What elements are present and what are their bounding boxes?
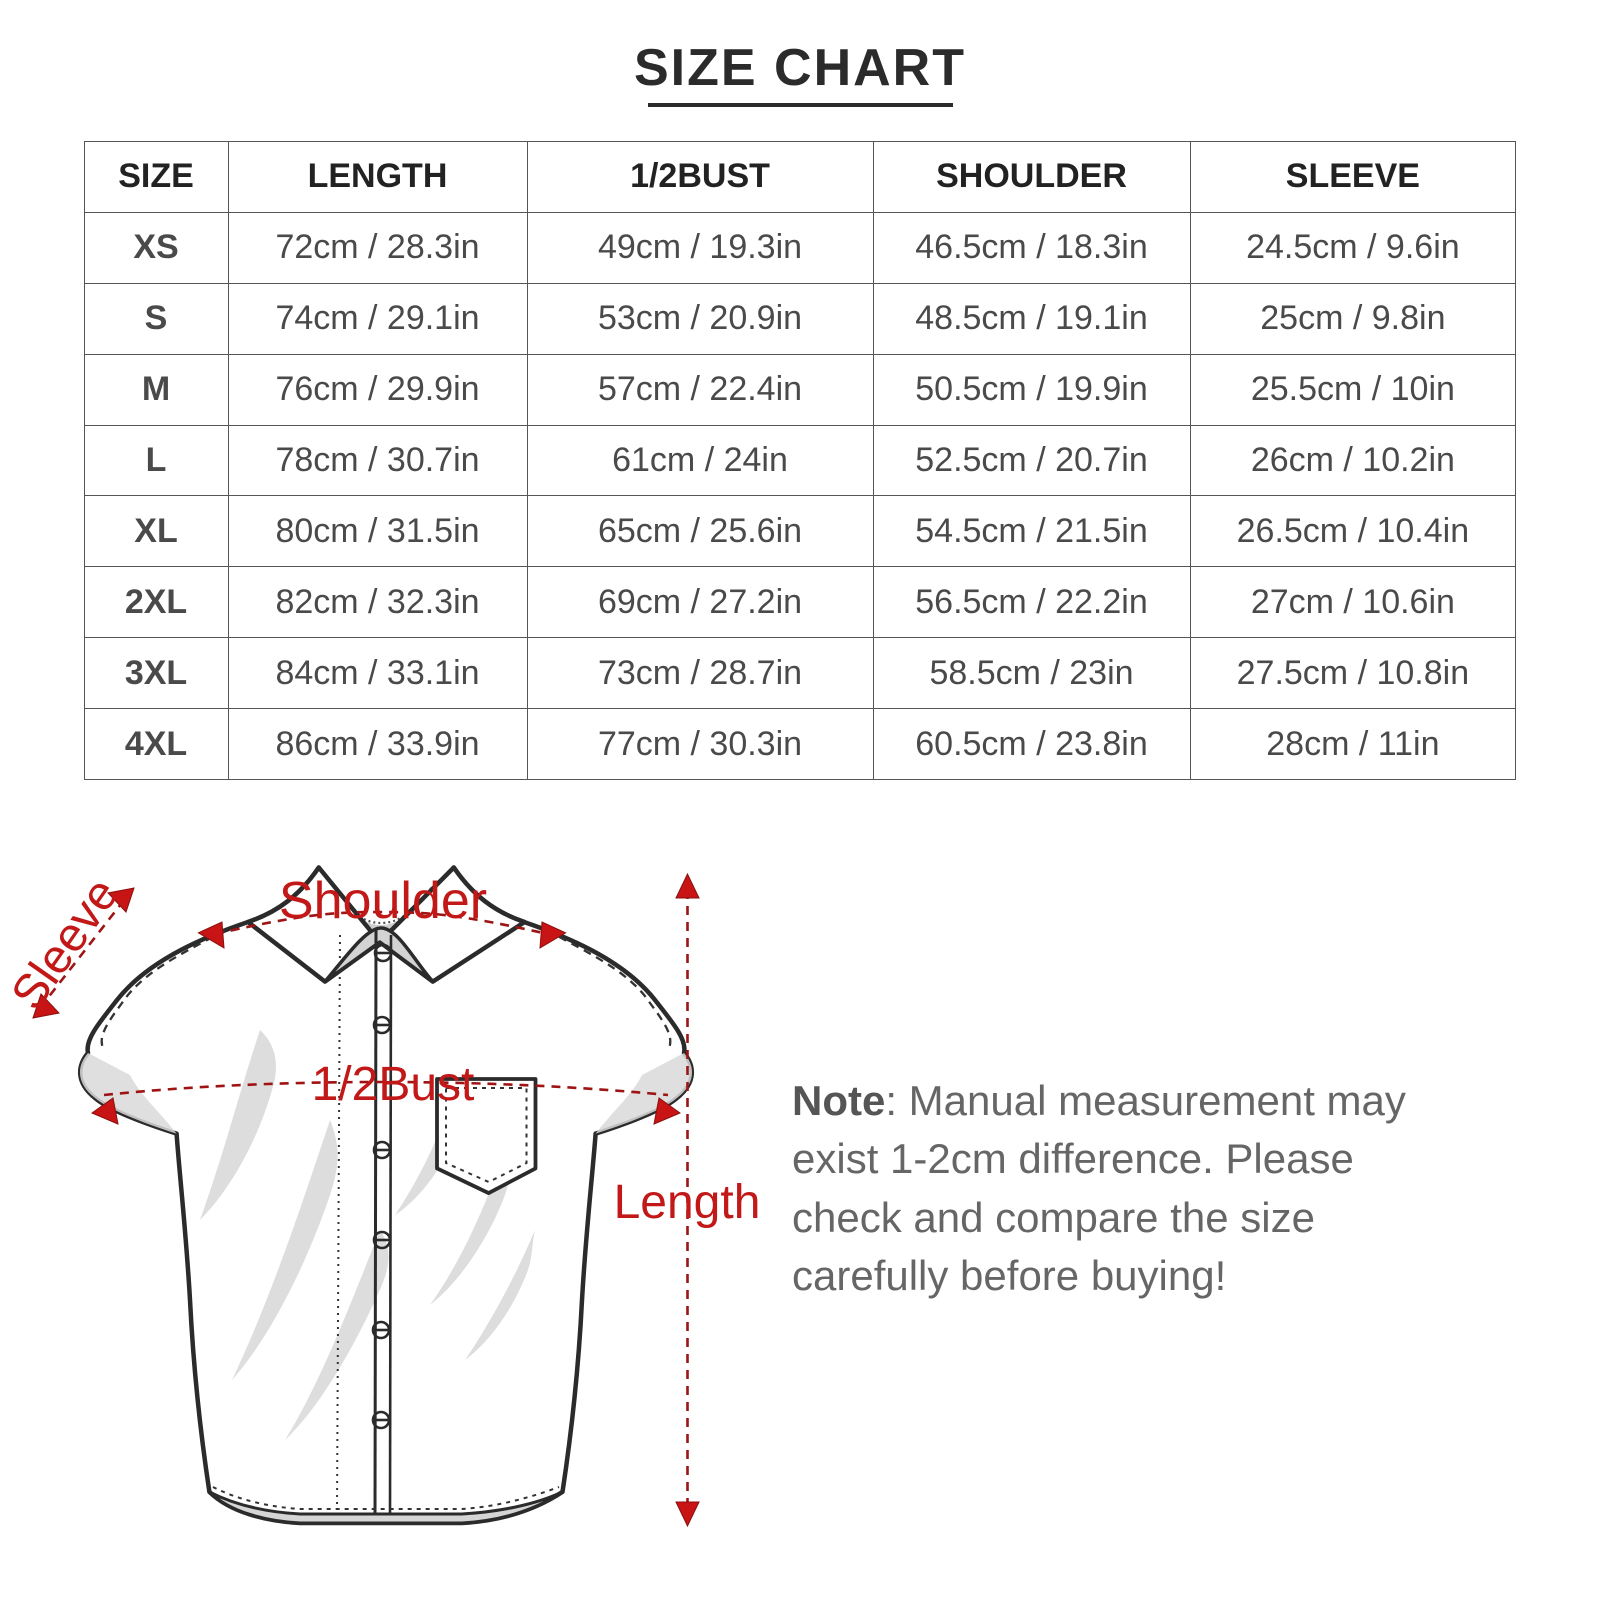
svg-text:1/2Bust: 1/2Bust (312, 1058, 475, 1111)
svg-text:Sleeve: Sleeve (2, 869, 130, 1020)
svg-text:Length: Length (614, 1176, 761, 1229)
svg-text:Shoulder: Shoulder (279, 872, 487, 930)
